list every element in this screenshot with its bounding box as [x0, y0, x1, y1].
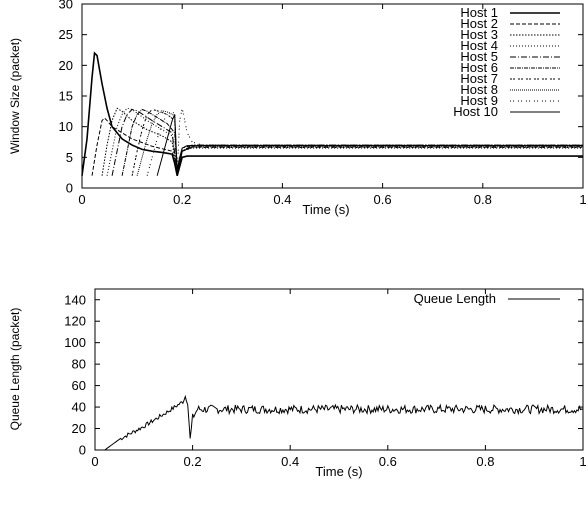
- x-tick-label: 0: [78, 192, 85, 207]
- window-size-chart: 0 0.2 0.4 0.6 0.8 1 0 5 10 15 20 25 30 T…: [8, 0, 587, 217]
- legend-entry: Host 1: [460, 5, 560, 20]
- y-tick-label: 15: [59, 89, 73, 104]
- legend-label: Host 1: [460, 5, 498, 20]
- series-line: [101, 107, 583, 176]
- series-line: [131, 108, 583, 176]
- x-tick-label: 0.8: [474, 192, 492, 207]
- series-line: [156, 114, 583, 176]
- y-axis-label: Window Size (packet): [8, 38, 22, 154]
- legend-entry: Host 5: [460, 49, 560, 64]
- y-axis-label: Queue Length (packet): [8, 308, 22, 431]
- y-tick-label: 80: [72, 357, 86, 372]
- y-tick-label: 30: [59, 0, 73, 12]
- x-tick-label: 0.2: [173, 192, 191, 207]
- x-tick-labels: 0 0.2 0.4 0.6 0.8 1: [91, 454, 586, 469]
- series-line: [95, 394, 584, 451]
- y-tick-labels: 0 5 10 15 20 25 30: [59, 0, 73, 196]
- y-tick-label: 5: [66, 150, 73, 165]
- x-tick-label: 0.6: [379, 454, 397, 469]
- series-lines: [81, 51, 583, 176]
- x-axis-label: Time (s): [315, 464, 362, 479]
- y-tick-label: 25: [59, 27, 73, 42]
- x-tick-label: 1: [579, 454, 586, 469]
- legend-entry: Host 3: [460, 27, 560, 42]
- y-tick-label: 40: [72, 400, 86, 415]
- legend-label: Host 10: [453, 104, 498, 119]
- x-tick-label: 0: [91, 454, 98, 469]
- legend-entry: Queue Length: [414, 291, 560, 306]
- legend-label: Host 9: [460, 93, 498, 108]
- y-tick-label: 10: [59, 119, 73, 134]
- legend: Queue Length: [414, 291, 560, 306]
- series-line: [136, 110, 583, 176]
- legend-entry: Host 7: [460, 71, 560, 86]
- legend-label: Host 2: [460, 16, 498, 31]
- legend-entry: Host 10: [453, 104, 560, 119]
- y-tick-label: 20: [72, 421, 86, 436]
- axis-ticks: [94, 289, 584, 451]
- queue-length-chart: 0 0.2 0.4 0.6 0.8 1 0 20 40 60 80 100 12…: [8, 288, 587, 479]
- x-tick-label: 1: [579, 192, 586, 207]
- y-tick-label: 60: [72, 378, 86, 393]
- x-tick-label: 0.6: [374, 192, 392, 207]
- y-tick-label: 120: [64, 314, 86, 329]
- legend-entry: Host 4: [460, 38, 560, 53]
- legend-label: Host 5: [460, 49, 498, 64]
- y-tick-label: 20: [59, 58, 73, 73]
- plot-frame: [94, 288, 584, 451]
- x-tick-label: 0.4: [281, 454, 299, 469]
- series-line: [81, 51, 583, 176]
- y-tick-label: 0: [79, 443, 86, 458]
- series-line: [121, 108, 583, 176]
- y-tick-label: 100: [64, 335, 86, 350]
- y-tick-label: 140: [64, 292, 86, 307]
- legend-label: Queue Length: [414, 291, 496, 306]
- legend-entry: Host 8: [460, 82, 560, 97]
- axis-ticks: [81, 3, 584, 189]
- legend-label: Host 3: [460, 27, 498, 42]
- y-tick-labels: 0 20 40 60 80 100 120 140: [64, 292, 86, 457]
- legend-entry: Host 6: [460, 60, 560, 75]
- legend-label: Host 4: [460, 38, 498, 53]
- legend: Host 1 Host 2 Host 3 Host 4 Host 5 Host …: [453, 5, 560, 119]
- x-tick-label: 0.8: [476, 454, 494, 469]
- series-line: [146, 108, 583, 176]
- legend-entry: Host 9: [460, 93, 560, 108]
- series-line: [111, 108, 583, 176]
- x-tick-labels: 0 0.2 0.4 0.6 0.8 1: [78, 192, 586, 207]
- x-tick-label: 0.4: [273, 192, 291, 207]
- series-line: [106, 107, 583, 176]
- series-lines: [95, 394, 584, 451]
- legend-entry: Host 2: [460, 16, 560, 31]
- y-tick-label: 0: [66, 181, 73, 196]
- legend-label: Host 8: [460, 82, 498, 97]
- legend-label: Host 7: [460, 71, 498, 86]
- x-axis-label: Time (s): [302, 202, 349, 217]
- x-tick-label: 0.2: [184, 454, 202, 469]
- legend-label: Host 6: [460, 60, 498, 75]
- plot-frame: [81, 3, 584, 189]
